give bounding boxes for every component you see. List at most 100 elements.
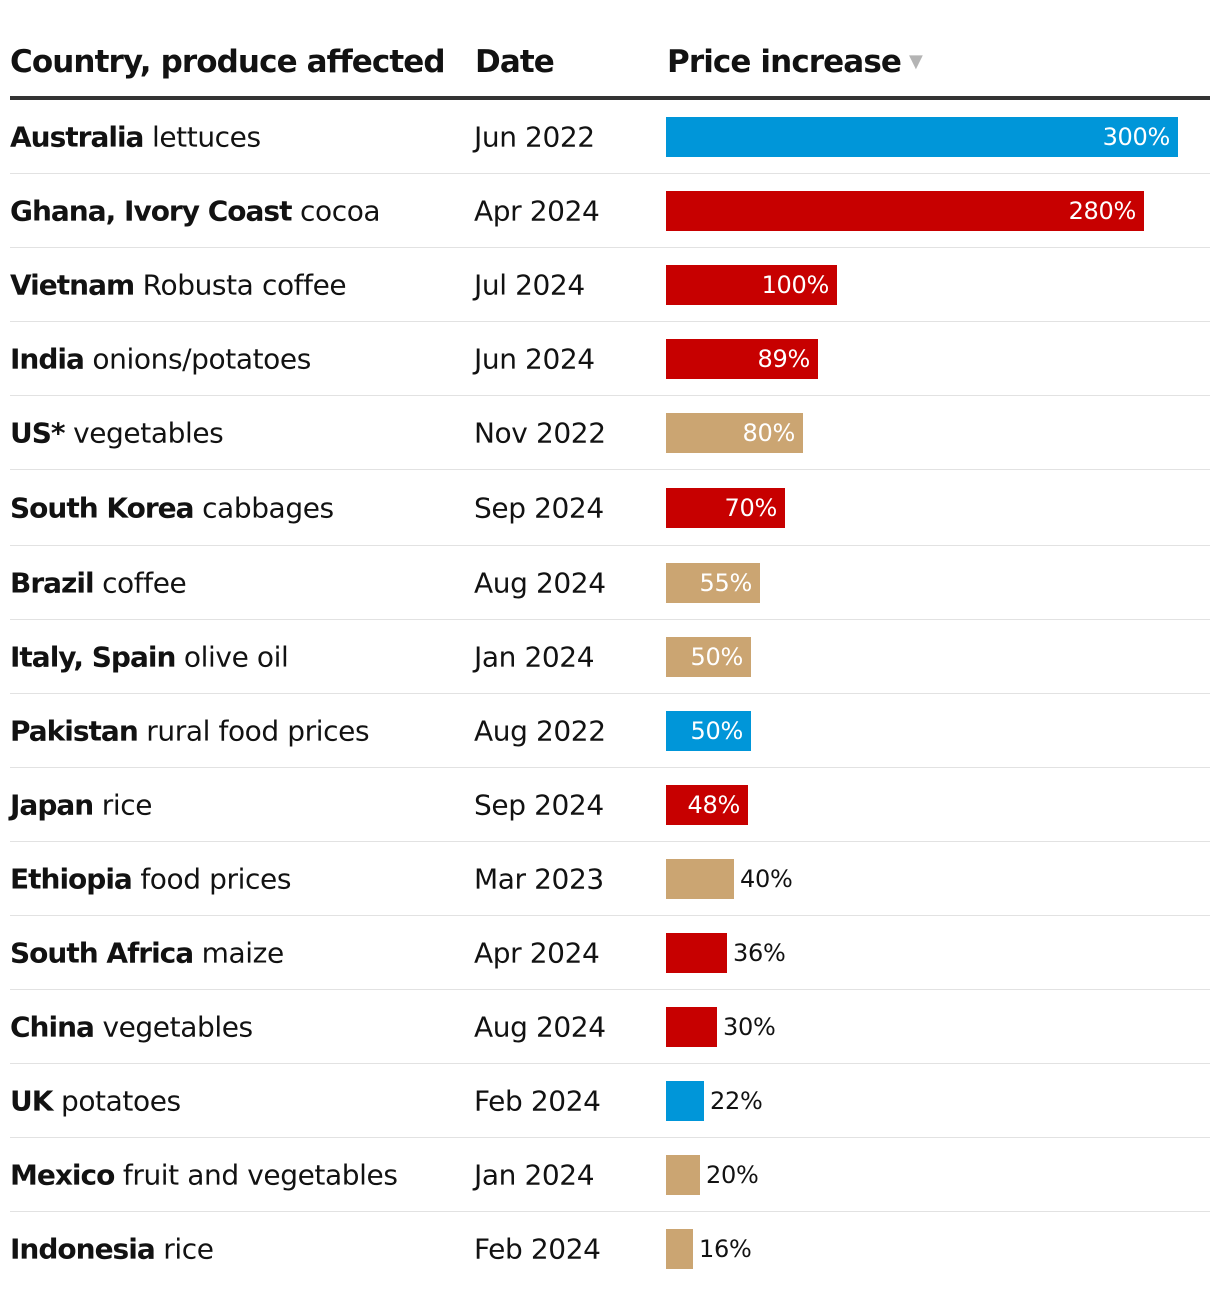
column-header-date[interactable]: Date bbox=[475, 44, 555, 80]
price-increase-label: 70% bbox=[724, 493, 778, 522]
price-increase-bar bbox=[666, 116, 1178, 157]
produce-name: cabbages bbox=[202, 491, 334, 524]
price-increase-bar bbox=[666, 784, 748, 825]
price-increase-bar bbox=[666, 1154, 700, 1195]
date-cell: Jul 2024 bbox=[474, 268, 585, 301]
produce-name: maize bbox=[201, 936, 285, 969]
price-increase-label: 48% bbox=[687, 790, 741, 819]
country-cell: Indonesia rice bbox=[10, 1233, 214, 1266]
table-row: India onions/potatoes Jun 2024 89% bbox=[10, 322, 1210, 396]
produce-name: lettuces bbox=[151, 120, 261, 153]
price-increase-bar bbox=[666, 338, 818, 379]
country-name: Australia bbox=[10, 120, 144, 153]
produce-name: potatoes bbox=[60, 1084, 181, 1117]
country-cell: Brazil coffee bbox=[10, 566, 187, 599]
price-increase-bar bbox=[666, 710, 751, 751]
price-increase-label: 40% bbox=[740, 864, 793, 893]
produce-name: cocoa bbox=[299, 194, 381, 227]
price-increase-bar bbox=[666, 487, 785, 528]
country-cell: China vegetables bbox=[10, 1010, 253, 1043]
country-name: Brazil bbox=[10, 566, 95, 599]
date-cell: Nov 2022 bbox=[474, 416, 606, 449]
country-cell: Pakistan rural food prices bbox=[10, 714, 370, 747]
country-cell: Vietnam Robusta coffee bbox=[10, 268, 347, 301]
date-cell: Jan 2024 bbox=[474, 640, 595, 673]
produce-name: olive oil bbox=[183, 640, 289, 673]
column-header-price-increase[interactable]: Price increase ▼ bbox=[667, 44, 923, 80]
country-cell: Australia lettuces bbox=[10, 120, 261, 153]
price-increase-label: 89% bbox=[757, 344, 811, 373]
country-name: UK bbox=[10, 1084, 53, 1117]
date-cell: Apr 2024 bbox=[474, 194, 600, 227]
produce-name: onions/potatoes bbox=[92, 342, 311, 375]
price-increase-bar bbox=[666, 1006, 717, 1047]
table-row: Pakistan rural food prices Aug 2022 50% bbox=[10, 694, 1210, 768]
produce-name: rice bbox=[163, 1232, 214, 1266]
produce-name: coffee bbox=[102, 566, 187, 599]
produce-name: Robusta coffee bbox=[142, 268, 347, 301]
table-row: Vietnam Robusta coffee Jul 2024 100% bbox=[10, 248, 1210, 322]
table-row: South Africa maize Apr 2024 36% bbox=[10, 916, 1210, 990]
column-header-price-label[interactable]: Price increase bbox=[667, 44, 902, 80]
country-cell: US* vegetables bbox=[10, 416, 224, 449]
date-cell: Aug 2022 bbox=[474, 714, 606, 747]
country-cell: South Korea cabbages bbox=[10, 491, 334, 524]
country-name: India bbox=[10, 342, 85, 375]
country-name: Vietnam bbox=[10, 268, 135, 301]
produce-name: fruit and vegetables bbox=[122, 1158, 398, 1191]
price-increase-bar bbox=[666, 636, 751, 677]
table-row: Australia lettuces Jun 2022 300% bbox=[10, 100, 1210, 174]
price-increase-bar bbox=[666, 1229, 693, 1269]
price-increase-bar bbox=[666, 1080, 704, 1121]
produce-name: rice bbox=[101, 788, 153, 821]
produce-name: food prices bbox=[140, 862, 292, 895]
table-row: US* vegetables Nov 2022 80% bbox=[10, 396, 1210, 470]
price-increase-label: 80% bbox=[742, 418, 796, 447]
table-body: Australia lettuces Jun 2022 300% Ghana, Ivo… bbox=[10, 100, 1210, 1286]
table-row: Ghana, Ivory Coast cocoa Apr 2024 280% bbox=[10, 174, 1210, 248]
price-increase-bar bbox=[666, 412, 803, 453]
date-cell: Jun 2024 bbox=[474, 342, 595, 375]
date-cell: Aug 2024 bbox=[474, 566, 606, 599]
country-name: Ethiopia bbox=[10, 862, 133, 895]
table-row: Italy, Spain olive oil Jan 2024 50% bbox=[10, 620, 1210, 694]
country-name: Mexico bbox=[10, 1158, 115, 1191]
price-increase-label: 280% bbox=[1068, 196, 1137, 225]
date-cell: Aug 2024 bbox=[474, 1010, 606, 1043]
table-row: China vegetables Aug 2024 30% bbox=[10, 990, 1210, 1064]
price-increase-label: 30% bbox=[723, 1012, 776, 1041]
price-increase-bar bbox=[666, 932, 727, 973]
column-header-country[interactable]: Country, produce affected bbox=[10, 44, 446, 80]
country-name: Indonesia bbox=[10, 1232, 156, 1266]
produce-name: rural food prices bbox=[146, 714, 370, 747]
price-increase-label: 22% bbox=[710, 1086, 763, 1115]
country-cell: Italy, Spain olive oil bbox=[10, 640, 289, 673]
country-name: US* bbox=[10, 416, 66, 449]
country-cell: India onions/potatoes bbox=[10, 342, 311, 375]
country-name: South Korea bbox=[10, 491, 195, 524]
produce-name: vegetables bbox=[102, 1010, 253, 1043]
country-name: Pakistan bbox=[10, 714, 139, 747]
price-increase-label: 50% bbox=[690, 716, 744, 745]
country-name: South Africa bbox=[10, 936, 194, 969]
price-increase-label: 55% bbox=[699, 568, 753, 597]
date-cell: Sep 2024 bbox=[474, 491, 604, 524]
price-increase-label: 36% bbox=[733, 938, 786, 967]
country-cell: Ethiopia food prices bbox=[10, 862, 291, 895]
country-cell: Japan rice bbox=[10, 788, 152, 821]
table-row: Indonesia rice Feb 2024 16% bbox=[10, 1212, 1210, 1286]
date-cell: Sep 2024 bbox=[474, 788, 604, 821]
price-increase-table: Country, produce affected Date Price inc… bbox=[10, 0, 1210, 1286]
price-increase-label: 16% bbox=[699, 1235, 752, 1263]
country-name: Italy, Spain bbox=[10, 640, 176, 673]
price-increase-bar bbox=[666, 264, 837, 305]
price-increase-label: 300% bbox=[1102, 122, 1171, 151]
table-row: Mexico fruit and vegetables Jan 2024 20% bbox=[10, 1138, 1210, 1212]
price-increase-label: 20% bbox=[706, 1160, 759, 1189]
table-row: Ethiopia food prices Mar 2023 40% bbox=[10, 842, 1210, 916]
country-name: Ghana, Ivory Coast bbox=[10, 194, 292, 227]
date-cell: Feb 2024 bbox=[474, 1232, 601, 1266]
sort-descending-icon[interactable]: ▼ bbox=[909, 51, 923, 72]
country-name: China bbox=[10, 1010, 95, 1043]
date-cell: Apr 2024 bbox=[474, 936, 600, 969]
